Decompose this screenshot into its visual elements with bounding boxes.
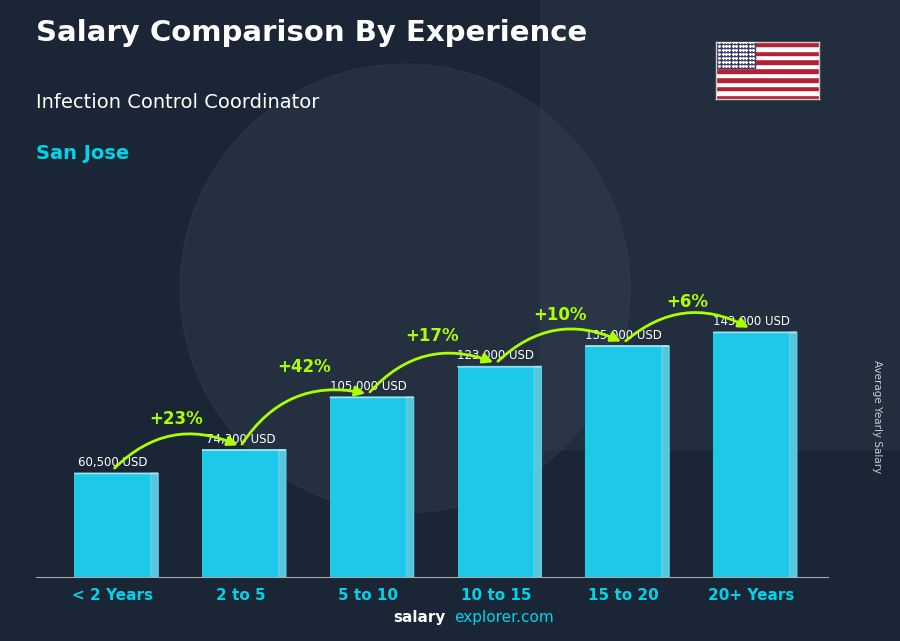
Text: salary: salary [393,610,446,625]
Bar [716,72,819,77]
Bar [716,42,755,69]
Bar [716,86,819,90]
Polygon shape [789,333,796,577]
Text: 135,000 USD: 135,000 USD [585,329,662,342]
Polygon shape [279,450,286,577]
Bar [716,46,819,51]
Bar [716,77,819,81]
Bar [716,51,819,55]
Text: +17%: +17% [405,327,459,345]
Bar [716,81,819,86]
FancyBboxPatch shape [75,474,151,577]
Text: +23%: +23% [149,410,203,428]
Text: San Jose: San Jose [36,144,130,163]
Bar [716,69,819,72]
Text: +42%: +42% [277,358,331,376]
FancyBboxPatch shape [713,333,789,577]
Text: 143,000 USD: 143,000 USD [713,315,790,328]
Polygon shape [407,397,414,577]
Text: Average Yearly Salary: Average Yearly Salary [872,360,883,473]
Bar [716,55,819,60]
FancyBboxPatch shape [202,450,279,577]
Bar [716,64,819,69]
Ellipse shape [180,64,630,513]
FancyBboxPatch shape [457,367,535,577]
Text: explorer.com: explorer.com [454,610,554,625]
Text: Infection Control Coordinator: Infection Control Coordinator [36,93,320,112]
Text: 74,300 USD: 74,300 USD [205,433,275,445]
Text: 60,500 USD: 60,500 USD [78,456,148,469]
Polygon shape [535,367,541,577]
Text: +10%: +10% [533,306,587,324]
Polygon shape [151,474,158,577]
Text: +6%: +6% [667,293,708,311]
Text: 123,000 USD: 123,000 USD [457,349,535,362]
FancyBboxPatch shape [329,397,407,577]
Bar [716,60,819,64]
Text: 105,000 USD: 105,000 USD [329,380,407,393]
Bar [540,0,900,449]
FancyBboxPatch shape [585,346,662,577]
Bar [716,90,819,95]
Bar [716,42,819,46]
Text: Salary Comparison By Experience: Salary Comparison By Experience [36,19,587,47]
Bar [716,95,819,99]
Polygon shape [662,346,669,577]
